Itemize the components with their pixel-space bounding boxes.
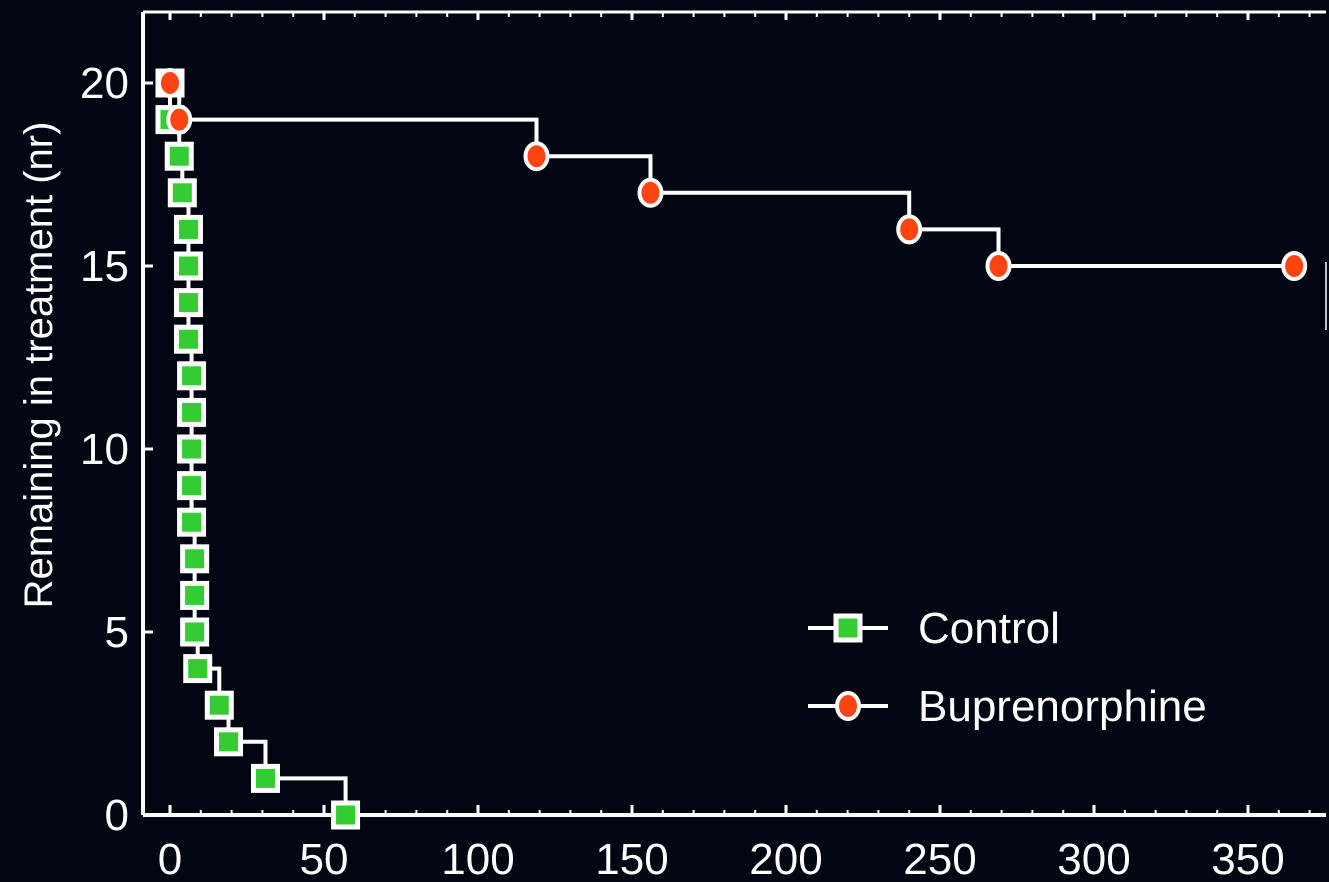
x-tick-label: 300 [1057,835,1130,882]
legend-item-buprenorphine: Buprenorphine [808,682,1207,731]
data-point [173,324,203,354]
series-layer [155,68,1308,830]
series-buprenorphine [157,68,1308,281]
legend-label: Control [918,604,1060,653]
x-tick-label: 200 [749,835,822,882]
data-point [167,178,197,208]
y-tick-label: 15 [80,242,129,291]
data-point [164,141,194,171]
legend-marker [835,691,861,721]
data-point [214,727,244,757]
data-point [173,251,203,281]
x-tick-label: 350 [1211,835,1284,882]
legend-marker [833,613,863,643]
data-point [1281,251,1308,281]
legend: Control Buprenorphine [808,604,1207,731]
data-point [250,763,280,793]
data-point [183,654,213,684]
data-point [180,580,210,610]
data-point [896,214,923,245]
series-control [155,68,361,830]
data-point [985,251,1012,281]
data-point [180,544,210,574]
y-tick-label: 20 [80,59,129,108]
y-tick-label: 10 [80,425,129,474]
legend-label: Buprenorphine [918,682,1207,731]
x-tick-label: 0 [158,835,182,882]
y-tick-label: 0 [105,791,129,840]
data-point [523,141,550,172]
data-point [173,288,203,318]
y-axis-label: Remaining in treatment (nr) [17,122,61,609]
x-tick-label: 50 [300,835,349,882]
data-point [173,214,203,244]
legend-item-control: Control [808,604,1060,653]
data-point [157,68,183,98]
data-point [331,800,361,830]
x-tick-label: 250 [903,835,976,882]
data-point [166,104,193,135]
x-tick-label: 100 [441,835,514,882]
data-point [177,507,207,537]
x-tick-label: 150 [595,835,668,882]
data-point [637,177,664,208]
data-point [177,434,207,464]
data-point [177,397,207,427]
data-point [180,617,210,647]
data-point [204,690,234,720]
data-point [177,361,207,391]
y-tick-label: 5 [105,608,129,657]
data-point [177,471,207,501]
